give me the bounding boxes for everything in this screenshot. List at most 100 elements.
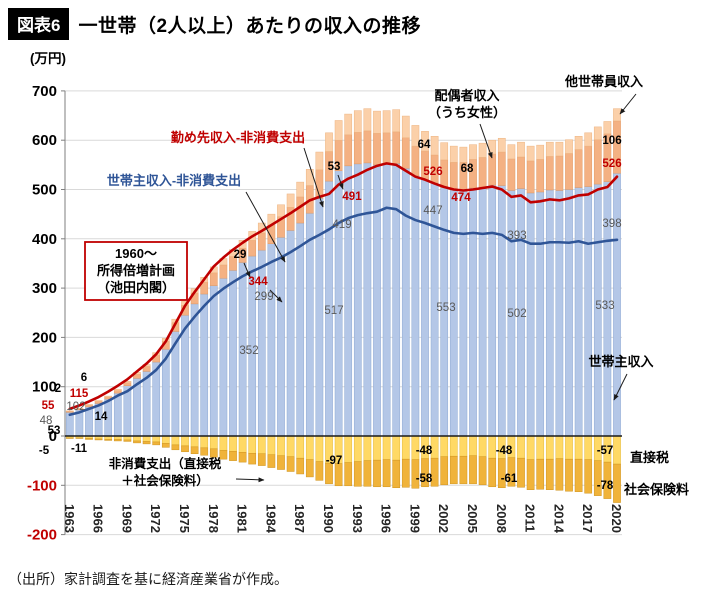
y-tick-label: 400 (32, 231, 57, 248)
bar-segment (440, 435, 449, 457)
bar-segment (267, 454, 276, 468)
bar-segment (161, 435, 170, 444)
bar-segment (545, 435, 554, 460)
bar-segment (161, 443, 170, 448)
bar-segment (209, 435, 218, 450)
bar-segment (142, 441, 151, 445)
bar-segment (507, 144, 516, 160)
annotation-text: ＋社会保険料） (121, 473, 209, 488)
bar-segment (94, 400, 103, 402)
bar-segment (517, 156, 525, 189)
bar-segment (286, 193, 295, 208)
bar-segment (613, 435, 621, 465)
red-line (68, 162, 619, 411)
bar-segment (401, 458, 410, 488)
bar-segment (421, 179, 429, 437)
bar-segment (392, 459, 401, 489)
bar-segment (334, 120, 343, 141)
bar-segment (257, 232, 266, 251)
bar-segment (488, 153, 497, 186)
bar-segment (603, 461, 612, 499)
bar-segment (574, 458, 583, 492)
bar-segment (277, 435, 285, 456)
bar-segment (382, 110, 391, 134)
bar-segment (267, 243, 276, 437)
value-label: 68 (461, 163, 474, 175)
bar-segment (123, 439, 132, 442)
bar-segment (171, 444, 180, 451)
value-label: 502 (507, 308, 526, 320)
bar-segment (363, 460, 372, 487)
bar-segment (613, 463, 621, 503)
bar-segment (613, 108, 621, 122)
bar-segment (325, 462, 333, 485)
bar-segment (305, 435, 314, 460)
bar-segment (344, 165, 353, 437)
chart-header: 図表6 一世帯（2人以上）あたりの収入の推移 (8, 8, 421, 40)
bar-segment (85, 404, 93, 406)
bar-segment (277, 455, 285, 470)
bar-segment (536, 144, 545, 160)
x-tick-label: 1966 (91, 504, 106, 533)
bar-segment (344, 435, 353, 463)
bar-segment (94, 438, 103, 441)
annotation-text: (万円) (30, 51, 66, 66)
bar-segment (296, 181, 305, 198)
value-label: 526 (602, 158, 621, 170)
bar-segment (219, 264, 228, 279)
y-tick-label: -200 (27, 527, 57, 544)
value-label: 102 (66, 401, 85, 413)
bar-segment (373, 110, 381, 134)
bar-segment (257, 453, 266, 466)
bar-segment (469, 144, 477, 160)
bar-segment (593, 460, 602, 496)
bar-segment (373, 133, 381, 166)
x-tick-label: 1972 (148, 504, 163, 533)
annotation-arrow (619, 93, 637, 115)
bar-segment (209, 272, 218, 286)
figure-badge: 図表6 (8, 8, 70, 40)
x-tick-label: 1999 (407, 504, 422, 533)
bar-segment (469, 435, 477, 456)
bar-segment (152, 435, 161, 443)
value-label: 106 (602, 135, 621, 147)
bar-segment (584, 132, 593, 147)
x-tick-label: 1990 (321, 504, 336, 533)
bar-segment (526, 160, 535, 194)
annotation-text: 所得倍増計画 (97, 263, 175, 278)
bar-segment (344, 134, 353, 167)
bar-segment (545, 156, 554, 191)
x-tick-label: 2011 (523, 504, 538, 532)
value-label: -61 (501, 473, 518, 485)
y-tick-label: 200 (32, 329, 57, 346)
bar-segment (219, 277, 228, 437)
bar-segment (305, 169, 314, 186)
bar-segment (459, 455, 468, 485)
x-tick-label: 1987 (292, 504, 307, 533)
bar-segment (373, 164, 381, 437)
bar-segment (517, 141, 525, 158)
label-arrow (243, 262, 251, 278)
value-label: 526 (423, 166, 442, 178)
bar-segment (555, 458, 564, 491)
bar-segment (555, 155, 564, 191)
bar-segment (526, 435, 535, 460)
annotation-text: 世帯主収入 (588, 354, 653, 369)
bar-segment (113, 439, 122, 442)
value-label: 419 (332, 219, 351, 231)
annotation-text: 直接税 (630, 450, 669, 465)
bar-segment (411, 175, 420, 437)
y-tick-label: -100 (27, 477, 57, 494)
bar-segment (593, 126, 602, 140)
income-trend-chart: -200 -100 0 100 200 300 400 500 600 700 1963 1966 19… (27, 51, 689, 544)
bar-segment (315, 169, 324, 199)
annotation-text: 勤め先収入-非消費支出 (171, 130, 305, 145)
bar-segment (593, 139, 602, 185)
bar-segment (142, 435, 151, 442)
bar-segment (353, 110, 362, 133)
bar-segment (248, 453, 257, 465)
x-tick-label: 1969 (119, 504, 134, 533)
bar-segment (142, 371, 151, 437)
bar-segment (574, 149, 583, 188)
bar-segment (555, 190, 564, 437)
